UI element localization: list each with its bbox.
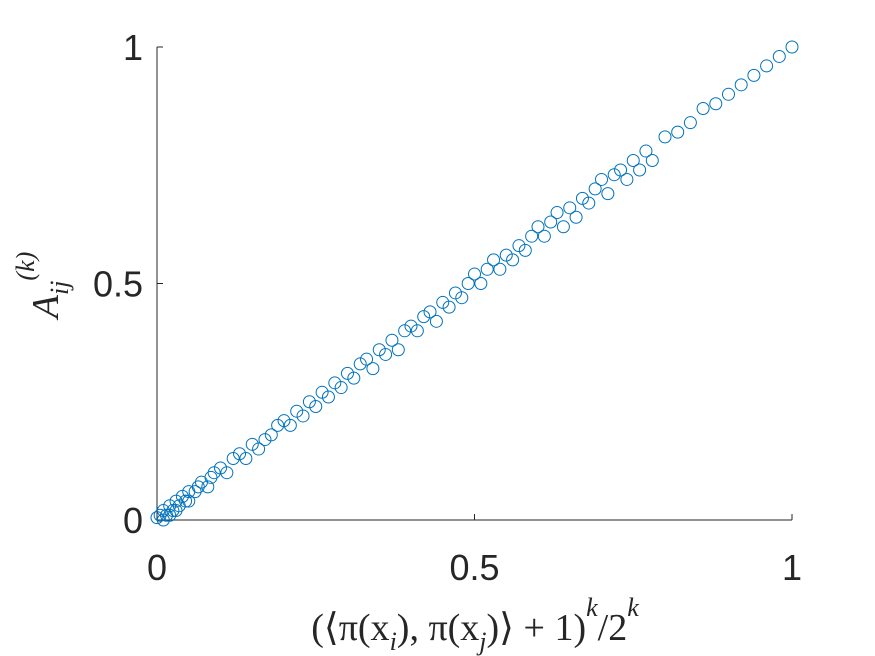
scatter-point [283,418,297,432]
scatter-point [696,101,710,115]
scatter-point [461,277,475,290]
scatter-point [760,59,774,73]
scatter-point [747,68,761,82]
label-part: (k) [11,252,40,281]
label-part: A [25,294,67,321]
scatter-point [487,253,501,267]
label-part: /2 [598,607,628,649]
scatter-point [537,229,551,243]
scatter-point [595,172,608,186]
scatter-point [468,267,481,281]
scatter-point [722,87,735,101]
scatter-point [550,206,564,220]
scatter-point [239,452,253,466]
scatter-point [626,154,640,168]
y-axis-label: Aij (k) [11,252,74,322]
label-part: j [476,627,486,656]
scatter-point [671,125,685,139]
scatter-point [658,130,672,144]
scatter-point [360,352,374,366]
x-axis-label: (⟨π(xi), π(xj)⟩ + 1)k/2k [311,593,639,656]
x-tick-label: 0.5 [449,547,499,588]
x-tick-label: 1 [782,547,802,588]
scatter-point [252,442,266,456]
scatter-point [633,163,647,177]
scatter-point [474,277,488,290]
scatter-point [201,480,215,494]
scatter-point [423,305,437,319]
scatter-point [179,494,193,508]
scatter-point [410,324,424,338]
scatter-point [455,291,469,305]
scatter-point [683,116,697,130]
label-part: ), π(x [397,607,480,649]
label-part: k [627,593,639,622]
scatter-point [480,262,494,276]
scatter-point [264,428,278,442]
scatter-point [639,144,653,158]
scatter-point [379,347,393,361]
scatter-point [645,154,659,168]
scatter-point [191,480,205,494]
scatter-point [321,390,335,404]
scatter-point [772,49,786,63]
scatter-point [366,362,380,376]
scatter-point [182,494,196,508]
scatter-point [518,243,532,257]
scatter-point [556,220,570,234]
scatter-point [296,409,310,423]
x-tick-label: 0 [147,547,167,588]
label-part: (⟨π(x [311,607,389,649]
scatter-point [334,381,348,395]
scatter-point [385,333,399,347]
scatter-point [601,187,615,201]
scatter-point [493,262,507,276]
scatter-point [442,300,456,314]
scatter-point [220,466,234,480]
y-tick-label: 0.5 [93,264,143,305]
scatter-point [531,220,545,234]
scatter-point [188,485,202,499]
label-part: ij [45,281,74,295]
scatter-point [391,343,405,357]
label-part: )⟩ + 1) [487,607,587,649]
label-part: i [390,627,397,656]
scatter-point [347,371,361,385]
scatter-point [588,182,602,196]
scatter-point [309,399,323,413]
scatter-point [169,504,183,518]
scatter-point [544,215,558,229]
scatter-point [709,97,723,111]
scatter-point [785,40,799,54]
scatter-point [563,201,577,215]
scatter-point [569,210,583,224]
scatter-point [734,78,748,92]
scatter-point [153,508,167,522]
scatter-point [506,253,520,267]
scatter-point [620,172,634,186]
scatter-point [204,470,218,484]
scatter-point [582,196,596,210]
label-part: k [586,593,598,622]
scatter-point [525,229,539,243]
y-tick-label: 1 [123,27,143,68]
scatter-point [614,163,628,177]
scatter-point [429,314,443,328]
y-tick-label: 0 [123,500,143,541]
